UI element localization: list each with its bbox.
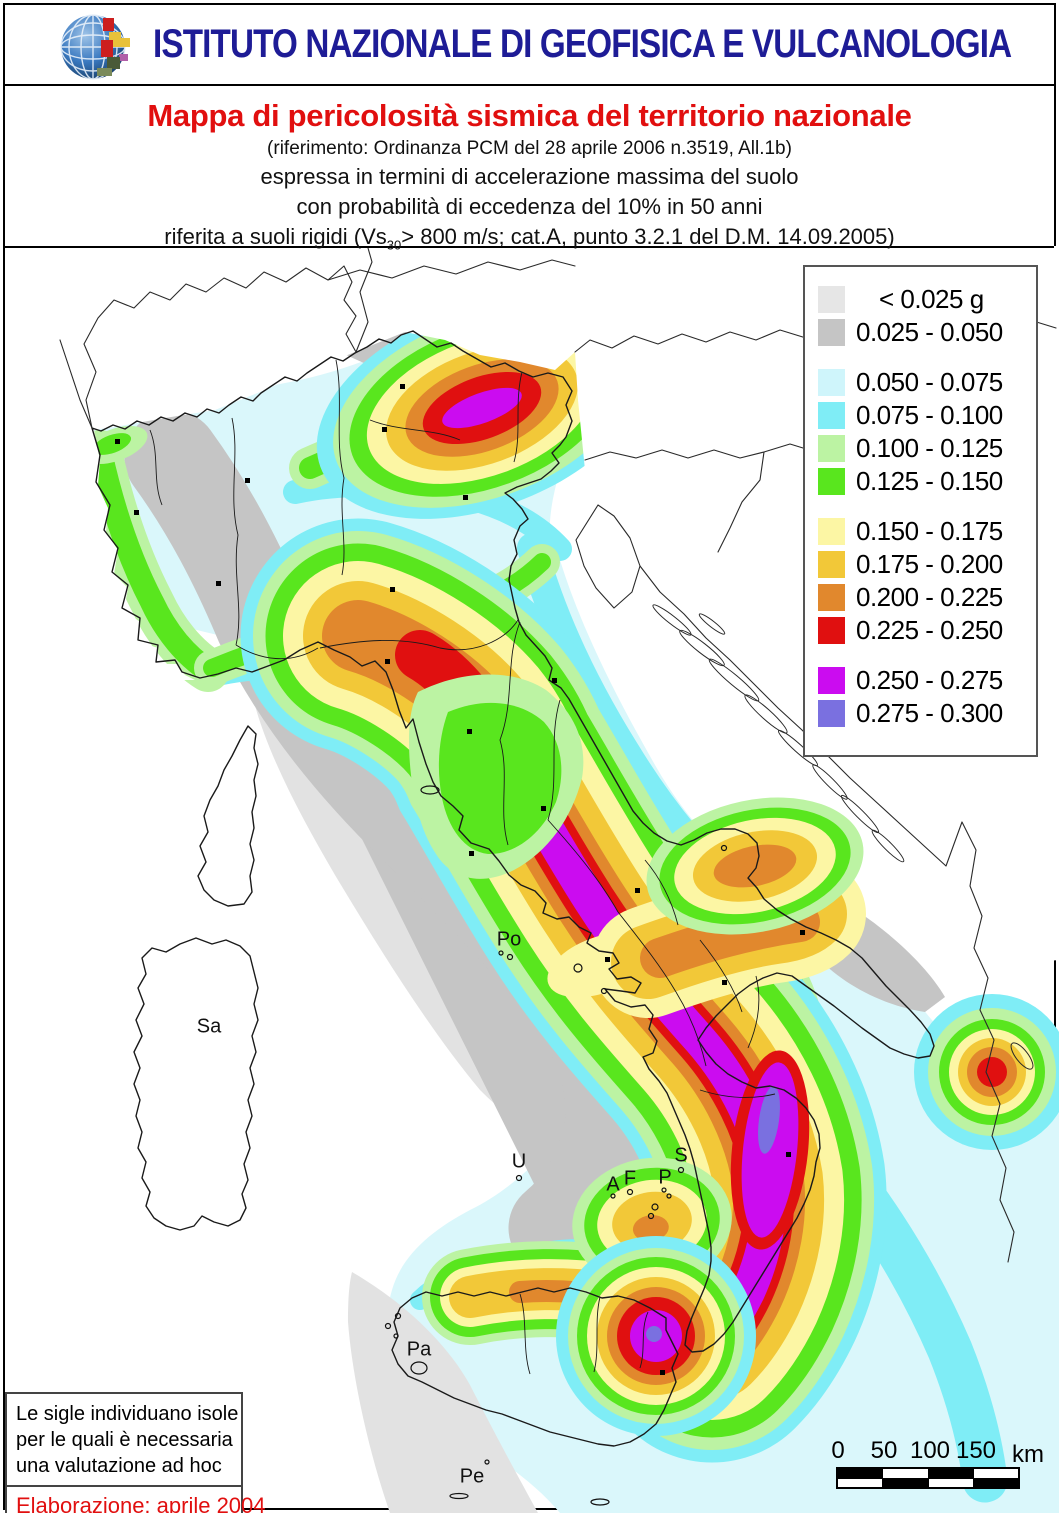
map-desc-line2: con probabilità di eccedenza del 10% in …: [296, 194, 763, 219]
scale-unit: km: [1012, 1441, 1044, 1468]
island-label-ponza: Po: [496, 928, 522, 951]
note-text: Le sigle individuano isole per le quali …: [7, 1394, 241, 1487]
legend-swatch: [818, 584, 845, 611]
scale-bar: 0 50 100 150 km: [820, 1437, 1050, 1497]
legend-item: 0.225 - 0.250: [805, 614, 1036, 647]
scale-tick: 100: [909, 1437, 951, 1464]
legend-swatch: [818, 518, 845, 545]
legend-swatch: [818, 551, 845, 578]
title-block: Mappa di pericolosità sismica del territ…: [5, 86, 1054, 252]
island-label-pelagie: Pe: [459, 1465, 485, 1488]
scale-tick: 50: [870, 1437, 898, 1464]
legend-item: < 0.025 g: [805, 283, 1036, 316]
island-label-alicudi: A: [606, 1173, 620, 1196]
island-label-pantelleria: Pa: [406, 1338, 432, 1361]
island-label-ustica: U: [511, 1150, 527, 1173]
city-markers: [115, 384, 805, 1375]
legend-swatch: [818, 435, 845, 462]
legend-item: 0.200 - 0.225: [805, 581, 1036, 614]
ingv-logo: [60, 14, 130, 80]
legend-swatch: [818, 667, 845, 694]
island-label-filicudi: F: [623, 1167, 637, 1190]
map-subtitle: (riferimento: Ordinanza PCM del 28 april…: [267, 138, 792, 159]
scale-ticks: 0 50 100 150 km: [820, 1437, 1050, 1468]
island-label-sardegna: Sa: [196, 1015, 222, 1038]
legend-swatch: [818, 617, 845, 644]
legend-item: 0.100 - 0.125: [805, 432, 1036, 465]
island-label-stromboli: S: [674, 1144, 688, 1167]
legend-item: 0.275 - 0.300: [805, 697, 1036, 730]
legend-item: 0.150 - 0.175: [805, 515, 1036, 548]
institute-title: ISTITUTO NAZIONALE DI GEOFISICA E VULCAN…: [153, 22, 1012, 66]
legend-swatch: [818, 319, 845, 346]
region-borders: [149, 359, 776, 1375]
legend-swatch: [818, 402, 845, 429]
small-islands: [384, 785, 728, 1506]
hazard-field: [78, 297, 1059, 1513]
legend-item: 0.050 - 0.075: [805, 366, 1036, 399]
map-title: Mappa di pericolosità sismica del territ…: [147, 98, 912, 133]
legend-swatch: [818, 468, 845, 495]
elaboration-date: Elaborazione: aprile 2004: [16, 1493, 266, 1513]
legend-item: 0.075 - 0.100: [805, 399, 1036, 432]
legend-swatch: [818, 369, 845, 396]
legend-item: 0.175 - 0.200: [805, 548, 1036, 581]
legend-swatch: [818, 700, 845, 727]
legend-item: 0.250 - 0.275: [805, 664, 1036, 697]
legend-box: < 0.025 g 0.025 - 0.050 0.050 - 0.075 0.…: [803, 265, 1038, 757]
logo-pixel-italy: [97, 18, 130, 76]
map-desc-line3: riferita a suoli rigidi (Vs30> 800 m/s; …: [164, 224, 895, 253]
scale-tick: 150: [955, 1437, 997, 1464]
map-desc-line1: espressa in termini di accelerazione mas…: [260, 164, 799, 189]
scale-tick: 0: [831, 1437, 845, 1464]
note-box: Le sigle individuano isole per le quali …: [5, 1392, 266, 1513]
island-label-panarea: P: [658, 1166, 672, 1189]
coastlines: [91, 330, 935, 1447]
legend-item: 0.125 - 0.150: [805, 465, 1036, 498]
header-bar: ISTITUTO NAZIONALE DI GEOFISICA E VULCAN…: [5, 5, 1054, 86]
legend-swatch: [818, 286, 845, 313]
legend-item: 0.025 - 0.050: [805, 316, 1036, 349]
scale-checker: [836, 1467, 1020, 1489]
